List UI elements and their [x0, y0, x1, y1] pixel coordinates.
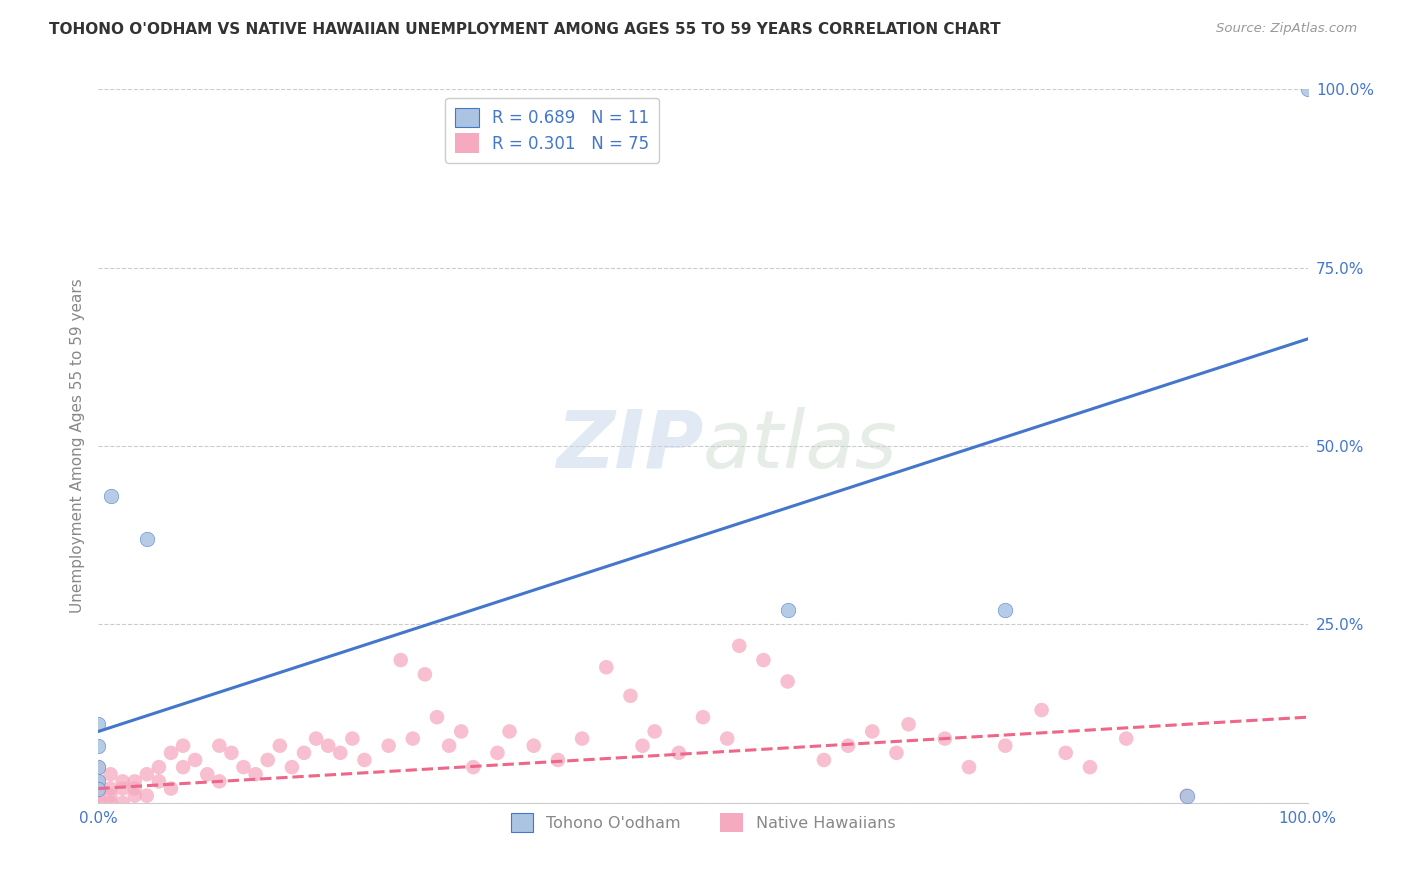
Point [934, 731, 956, 746]
Point [329, 746, 352, 760]
Point [752, 653, 775, 667]
Point [498, 724, 520, 739]
Point [1054, 746, 1077, 760]
Point [135, 767, 157, 781]
Point [413, 667, 436, 681]
Text: ZIP: ZIP [555, 407, 703, 485]
Point [486, 746, 509, 760]
Point [316, 739, 339, 753]
Point [172, 760, 194, 774]
Point [305, 731, 328, 746]
Point [111, 781, 134, 796]
Point [619, 689, 641, 703]
Point [87, 789, 110, 803]
Point [860, 724, 883, 739]
Point [281, 760, 304, 774]
Point [232, 760, 254, 774]
Point [100, 767, 122, 781]
Point [87, 760, 110, 774]
Point [1296, 82, 1319, 96]
Point [450, 724, 472, 739]
Point [342, 731, 364, 746]
Legend: Tohono O'odham, Native Hawaiians: Tohono O'odham, Native Hawaiians [501, 804, 905, 841]
Point [87, 774, 110, 789]
Point [377, 739, 399, 753]
Point [87, 781, 110, 796]
Point [111, 796, 134, 810]
Point [1078, 760, 1101, 774]
Point [172, 739, 194, 753]
Point [523, 739, 546, 753]
Point [1175, 789, 1198, 803]
Point [463, 760, 485, 774]
Point [426, 710, 449, 724]
Point [87, 717, 110, 731]
Point [148, 760, 170, 774]
Text: TOHONO O'ODHAM VS NATIVE HAWAIIAN UNEMPLOYMENT AMONG AGES 55 TO 59 YEARS CORRELA: TOHONO O'ODHAM VS NATIVE HAWAIIAN UNEMPL… [49, 22, 1001, 37]
Point [221, 746, 243, 760]
Text: atlas: atlas [703, 407, 898, 485]
Point [208, 774, 231, 789]
Point [100, 789, 122, 803]
Point [245, 767, 267, 781]
Point [776, 674, 799, 689]
Point [124, 789, 146, 803]
Point [135, 532, 157, 546]
Point [813, 753, 835, 767]
Point [837, 739, 859, 753]
Point [389, 653, 412, 667]
Point [644, 724, 666, 739]
Point [353, 753, 375, 767]
Point [87, 796, 110, 810]
Point [208, 739, 231, 753]
Point [100, 489, 122, 503]
Point [716, 731, 738, 746]
Point [571, 731, 593, 746]
Point [87, 760, 110, 774]
Point [776, 603, 799, 617]
Point [111, 774, 134, 789]
Point [668, 746, 690, 760]
Point [437, 739, 460, 753]
Point [87, 774, 110, 789]
Point [897, 717, 920, 731]
Point [886, 746, 908, 760]
Y-axis label: Unemployment Among Ages 55 to 59 years: Unemployment Among Ages 55 to 59 years [69, 278, 84, 614]
Point [135, 789, 157, 803]
Point [631, 739, 654, 753]
Point [87, 739, 110, 753]
Point [292, 746, 315, 760]
Point [402, 731, 425, 746]
Point [256, 753, 278, 767]
Point [87, 781, 110, 796]
Point [595, 660, 617, 674]
Point [957, 760, 980, 774]
Point [160, 781, 183, 796]
Point [100, 781, 122, 796]
Point [148, 774, 170, 789]
Point [994, 739, 1017, 753]
Point [1175, 789, 1198, 803]
Text: Source: ZipAtlas.com: Source: ZipAtlas.com [1216, 22, 1357, 36]
Point [124, 774, 146, 789]
Point [547, 753, 569, 767]
Point [1031, 703, 1053, 717]
Point [728, 639, 751, 653]
Point [100, 796, 122, 810]
Point [184, 753, 207, 767]
Point [692, 710, 714, 724]
Point [124, 781, 146, 796]
Point [269, 739, 291, 753]
Point [1115, 731, 1137, 746]
Point [195, 767, 218, 781]
Point [160, 746, 183, 760]
Point [994, 603, 1017, 617]
